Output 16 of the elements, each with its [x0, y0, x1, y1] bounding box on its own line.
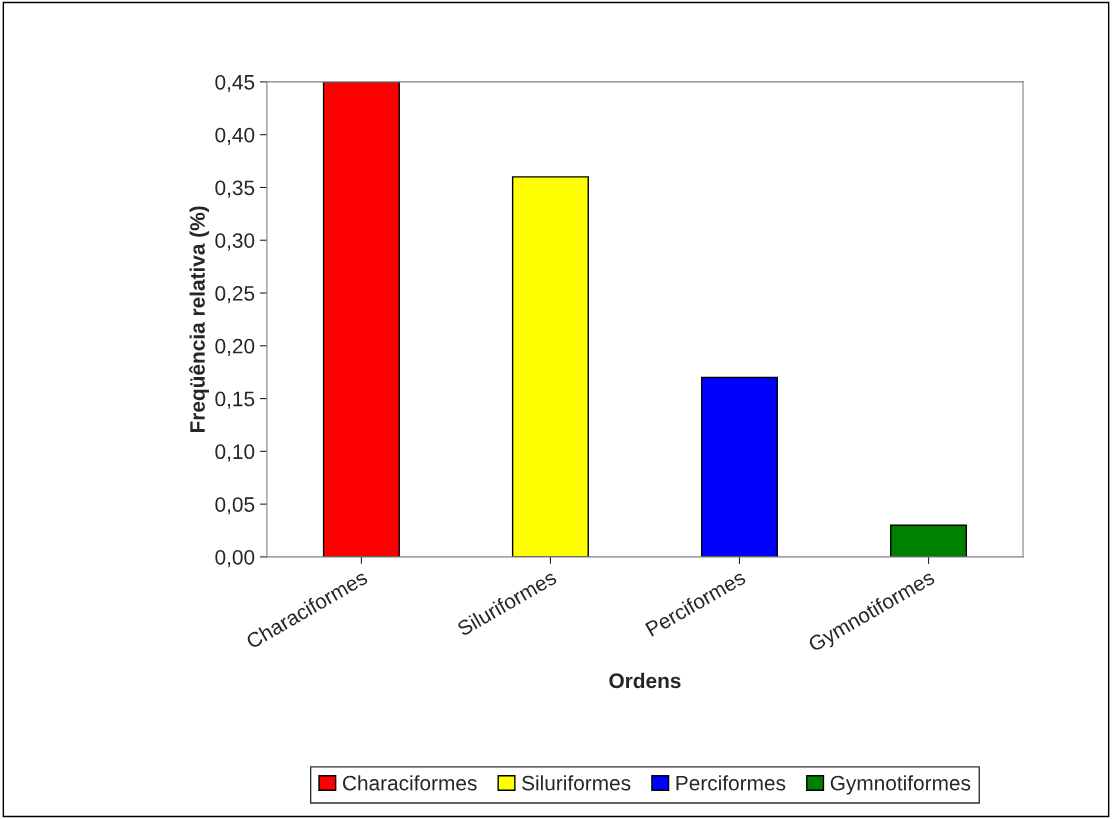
y-tick-label: 0,05: [215, 497, 255, 515]
y-tick-label: 0,40: [215, 127, 255, 145]
y-axis-title: Freqüência relativa (%): [189, 206, 209, 433]
y-tick-label: 0,45: [215, 74, 255, 93]
x-axis-title: Ordens: [609, 672, 681, 689]
y-tick-label: 0,30: [215, 233, 255, 251]
legend-label: Perciformes: [676, 775, 786, 791]
y-tick-label: 0,15: [215, 391, 255, 409]
legend-label: Gymnotiformes: [830, 775, 971, 795]
y-tick-label: 0,25: [215, 286, 255, 304]
y-tick-label: 0,20: [215, 338, 255, 357]
legend-label: Siluriformes: [522, 775, 631, 791]
y-tick-label: 0,35: [215, 180, 255, 198]
legend-label: Characiformes: [342, 775, 477, 791]
y-tick-label: 0,10: [215, 444, 255, 462]
y-tick-label: 0,00: [215, 549, 255, 568]
